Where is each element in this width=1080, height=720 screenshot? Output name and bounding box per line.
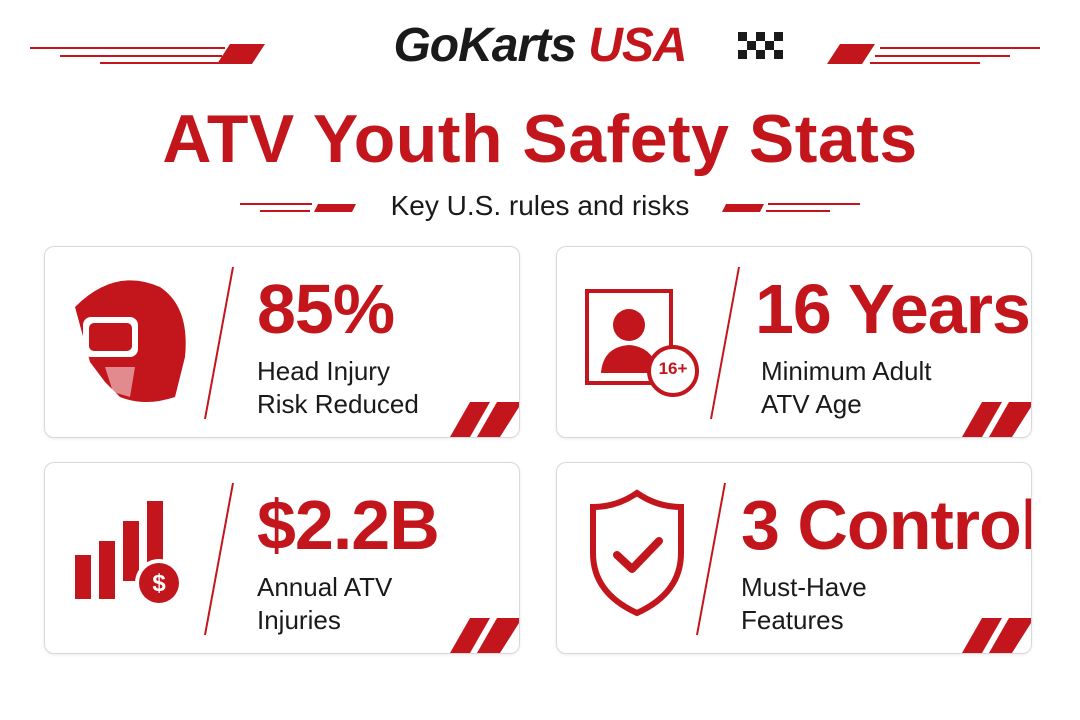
age-badge: 16+ <box>658 359 688 378</box>
stat-label: Must-Have Features <box>741 571 867 637</box>
header-decoration <box>30 32 1040 212</box>
stat-card: 16+ 16 Years Minimum Adult ATV Age <box>556 246 1032 438</box>
label-line: Minimum Adult <box>761 356 932 386</box>
label-line: ATV Age <box>761 389 862 419</box>
stat-label: Annual ATV Injuries <box>257 571 392 637</box>
shield-icon <box>590 489 684 617</box>
title: ATV Youth Safety Stats <box>162 101 918 177</box>
label-line: Features <box>741 605 844 635</box>
label-line: Must-Have <box>741 572 867 602</box>
stat-card: $ $2.2B Annual ATV Injuries <box>44 462 520 654</box>
stat-card: 85% Head Injury Risk Reduced <box>44 246 520 438</box>
stat-value: 16 Years <box>755 270 1031 348</box>
card-decoration: $ <box>75 482 519 653</box>
label-line: Injuries <box>257 605 341 635</box>
stat-value: 85% <box>257 270 395 348</box>
age-icon <box>585 289 699 397</box>
stat-value: 3 Controls <box>741 486 1031 564</box>
label-line: Head Injury <box>257 356 390 386</box>
stat-label: Head Injury Risk Reduced <box>257 355 419 421</box>
card-decoration <box>585 266 1031 437</box>
brand-name: GoKarts <box>393 19 576 72</box>
label-line: Risk Reduced <box>257 389 419 419</box>
label-line: Annual ATV <box>257 572 393 602</box>
svg-text:$: $ <box>152 570 166 597</box>
stat-label: Minimum Adult ATV Age <box>761 355 932 421</box>
helmet-icon <box>75 280 186 402</box>
stat-value: $2.2B <box>257 486 440 564</box>
brand: GoKarts USA <box>0 18 1080 73</box>
brand-name: USA <box>588 19 687 72</box>
cost-icon: $ <box>75 501 183 607</box>
subtitle: Key U.S. rules and risks <box>390 190 690 221</box>
card-decoration <box>75 266 519 437</box>
card-decoration <box>590 482 1031 653</box>
